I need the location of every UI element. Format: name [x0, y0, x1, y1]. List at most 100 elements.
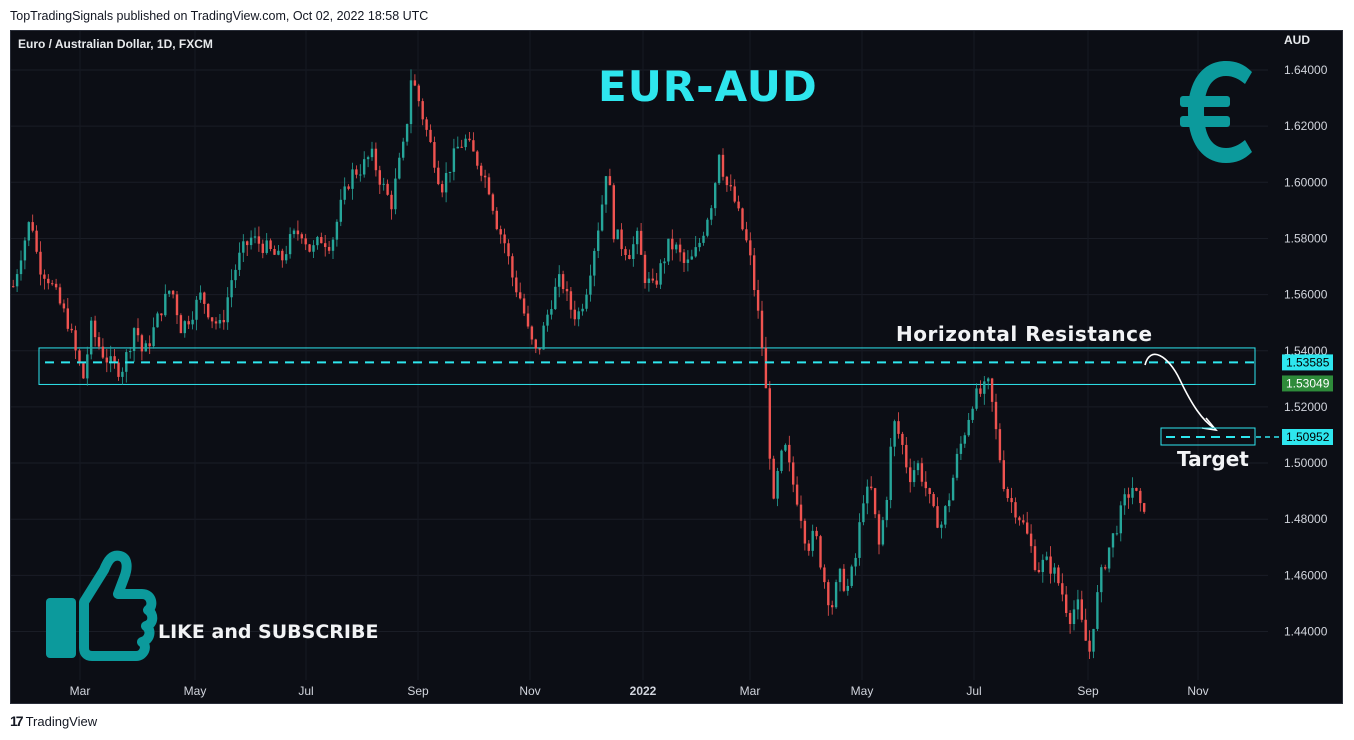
y-tick-label: 1.52000 — [1284, 400, 1328, 414]
price-axis: 1.64000 1.62000 1.60000 1.58000 1.56000 1.540… — [1284, 63, 1328, 639]
candle-body — [1037, 569, 1041, 573]
candle-body — [515, 277, 518, 293]
candle-body — [308, 244, 311, 252]
candle-body — [452, 148, 456, 172]
candle-body — [550, 309, 553, 315]
arrow-head-icon — [1201, 417, 1218, 432]
symbol-label[interactable]: Euro / Australian Dollar, 1D, FXCM — [18, 37, 213, 51]
candle-body — [955, 453, 959, 478]
target-box — [1160, 427, 1256, 446]
candle-body — [710, 208, 713, 220]
candle-body — [296, 230, 300, 235]
candle-body — [608, 176, 612, 186]
candle-body — [725, 176, 729, 186]
x-tick-label: Nov — [519, 684, 540, 698]
y-tick-label: 1.62000 — [1284, 119, 1328, 133]
footer-brand[interactable]: TradingView — [25, 713, 98, 729]
candle-body — [441, 184, 444, 193]
candle-body — [405, 124, 409, 142]
candle-body — [764, 347, 768, 389]
candle-body — [1111, 533, 1115, 548]
last-price-tag: 1.53049 — [1286, 376, 1330, 390]
candle-body — [558, 274, 561, 287]
candle-body — [581, 308, 584, 312]
candle-body — [881, 520, 885, 545]
candle-body — [203, 292, 206, 304]
candle-body — [351, 169, 354, 189]
candle-body — [745, 229, 748, 241]
candle-body — [152, 327, 155, 347]
candle-body — [214, 321, 218, 324]
candle-body — [1057, 567, 1060, 584]
candle-body — [542, 325, 545, 350]
candle-body — [19, 260, 23, 275]
candle-body — [249, 237, 253, 246]
candle-body — [503, 234, 506, 244]
candle-body — [324, 243, 327, 247]
candle-body — [413, 80, 417, 86]
candle-body — [749, 240, 752, 256]
candle-body — [12, 286, 15, 288]
candle-body — [604, 176, 608, 205]
candle-body — [522, 298, 526, 314]
candle-body — [1041, 559, 1044, 573]
candle-body — [265, 240, 268, 253]
candle-body — [382, 183, 385, 185]
candle-body — [585, 294, 588, 309]
candle-body — [246, 241, 249, 246]
candle-body — [987, 378, 990, 382]
candle-body — [850, 566, 853, 586]
candle-body — [561, 274, 565, 289]
candle-body — [846, 585, 849, 591]
candle-body — [717, 154, 721, 184]
candle-body — [253, 236, 257, 238]
candle-body — [226, 297, 229, 323]
candle-body — [889, 446, 892, 500]
x-tick-label: Mar — [70, 684, 91, 698]
candle-body — [304, 238, 307, 245]
candle-body — [23, 240, 27, 261]
candle-body — [156, 313, 159, 328]
candle-body — [343, 186, 346, 200]
candle-body — [686, 259, 690, 263]
candle-body — [429, 129, 432, 143]
thumbs-up-icon — [46, 550, 158, 661]
candle-body — [78, 350, 81, 364]
candle-body — [105, 357, 108, 363]
candle-body — [729, 185, 732, 187]
candle-body — [179, 315, 183, 334]
target-price-tag: 1.50952 — [1286, 430, 1330, 444]
candle-body — [1072, 609, 1076, 624]
candle-body — [1092, 628, 1095, 652]
candle-body — [916, 463, 920, 471]
candle-body — [593, 250, 596, 276]
x-tick-label: 2022 — [630, 684, 657, 698]
candle-body — [600, 204, 604, 231]
y-tick-label: 1.58000 — [1284, 231, 1328, 245]
candle-body — [671, 238, 674, 250]
candle-body — [285, 254, 288, 261]
candle-body — [624, 249, 627, 256]
candle-body — [472, 140, 475, 152]
candle-body — [347, 186, 350, 189]
candle-body — [480, 165, 483, 176]
candle-body — [292, 230, 296, 235]
candle-body — [546, 314, 549, 326]
candle-body — [815, 530, 818, 537]
candle-body — [636, 230, 639, 245]
candle-body — [390, 194, 393, 210]
candle-body — [534, 339, 537, 349]
candle-body — [129, 351, 132, 353]
candle-body — [113, 356, 116, 363]
candle-body — [191, 319, 194, 325]
candle-body — [300, 234, 303, 239]
footer[interactable]: 17 TradingView — [10, 713, 97, 729]
chart-pane[interactable] — [10, 30, 1343, 704]
candle-body — [897, 421, 900, 434]
y-tick-label: 1.56000 — [1284, 288, 1328, 302]
currency-label: AUD — [1284, 33, 1310, 47]
candle-body — [589, 275, 592, 295]
candle-body — [62, 303, 66, 309]
candle-body — [577, 311, 580, 320]
